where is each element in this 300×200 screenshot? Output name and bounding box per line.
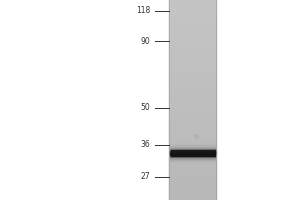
Point — [194, 134, 198, 137]
Text: 50: 50 — [140, 103, 150, 112]
Text: 36: 36 — [140, 140, 150, 149]
Text: 27: 27 — [140, 172, 150, 181]
Text: 90: 90 — [140, 37, 150, 46]
Text: 118: 118 — [136, 6, 150, 15]
